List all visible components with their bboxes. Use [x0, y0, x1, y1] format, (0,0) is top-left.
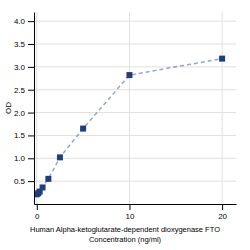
grid-line — [34, 89, 236, 90]
y-tick-label: 2.5 — [14, 86, 26, 95]
grid-line — [36, 12, 37, 204]
x-axis-title: Human Alpha-ketoglutarate-dependent diox… — [30, 225, 220, 234]
grid-line — [34, 21, 236, 22]
y-tick: 4.0 — [14, 17, 34, 26]
y-axis-line — [34, 13, 35, 205]
grid-line — [222, 12, 223, 204]
plot-area — [34, 56, 225, 198]
y-tick-label: 1.0 — [14, 154, 26, 163]
grid-line — [34, 112, 236, 113]
x-axis-title: Concentration (ng/ml) — [89, 235, 162, 244]
x-tick-mark — [37, 204, 38, 210]
grid-line — [34, 158, 236, 159]
y-tick-label: 3.0 — [14, 63, 26, 72]
x-tick: 20 — [218, 204, 227, 221]
x-tick: 0 — [35, 204, 40, 221]
y-tick: 2.5 — [14, 86, 34, 95]
x-tick-mark — [129, 204, 130, 210]
y-tick-mark — [28, 67, 34, 68]
y-tick-label: 2.0 — [14, 109, 26, 118]
grid-line — [34, 66, 236, 67]
marker — [80, 126, 86, 132]
x-tick: 10 — [125, 204, 134, 221]
marker — [40, 184, 46, 190]
line — [37, 59, 222, 195]
y-tick: 3.5 — [14, 40, 34, 49]
x-tick-label: 20 — [218, 212, 227, 221]
marker — [126, 72, 132, 78]
y-tick-mark — [28, 113, 34, 114]
y-tick-label: 4.0 — [14, 17, 26, 26]
grid-line — [34, 181, 236, 182]
grid-line — [34, 44, 236, 45]
grid — [34, 12, 236, 204]
y-tick: 0.5 — [14, 177, 34, 186]
y-tick: 2.0 — [14, 109, 34, 118]
grid-line — [129, 12, 130, 204]
x-axis: 0 10 20 — [35, 204, 237, 221]
grid-line — [34, 135, 236, 136]
y-tick-mark — [28, 44, 34, 45]
y-tick-mark — [28, 181, 34, 182]
chart: 0 10 20 0.5 1.0 1.5 2.0 2.5 3.0 3.5 4.0 Human Alpha… — [0, 0, 250, 250]
y-tick-label: 1.5 — [14, 131, 26, 140]
marker — [45, 176, 51, 182]
x-tick-mark — [222, 204, 223, 210]
y-tick-mark — [28, 158, 34, 159]
x-tick-label: 0 — [35, 212, 40, 221]
marker — [57, 154, 63, 160]
y-axis: 0.5 1.0 1.5 2.0 2.5 3.0 3.5 4.0 — [14, 13, 35, 205]
y-tick-label: 3.5 — [14, 40, 26, 49]
y-tick: 1.5 — [14, 131, 34, 140]
y-tick-mark — [28, 90, 34, 91]
marker — [219, 56, 225, 62]
x-tick-label: 10 — [125, 212, 134, 221]
y-tick-label: 0.5 — [14, 177, 26, 186]
y-tick-mark — [28, 21, 34, 22]
y-axis-title: OD — [4, 102, 13, 114]
y-tick-mark — [28, 135, 34, 136]
y-tick: 1.0 — [14, 154, 34, 163]
x-axis-line — [35, 204, 237, 205]
y-tick: 3.0 — [14, 63, 34, 72]
